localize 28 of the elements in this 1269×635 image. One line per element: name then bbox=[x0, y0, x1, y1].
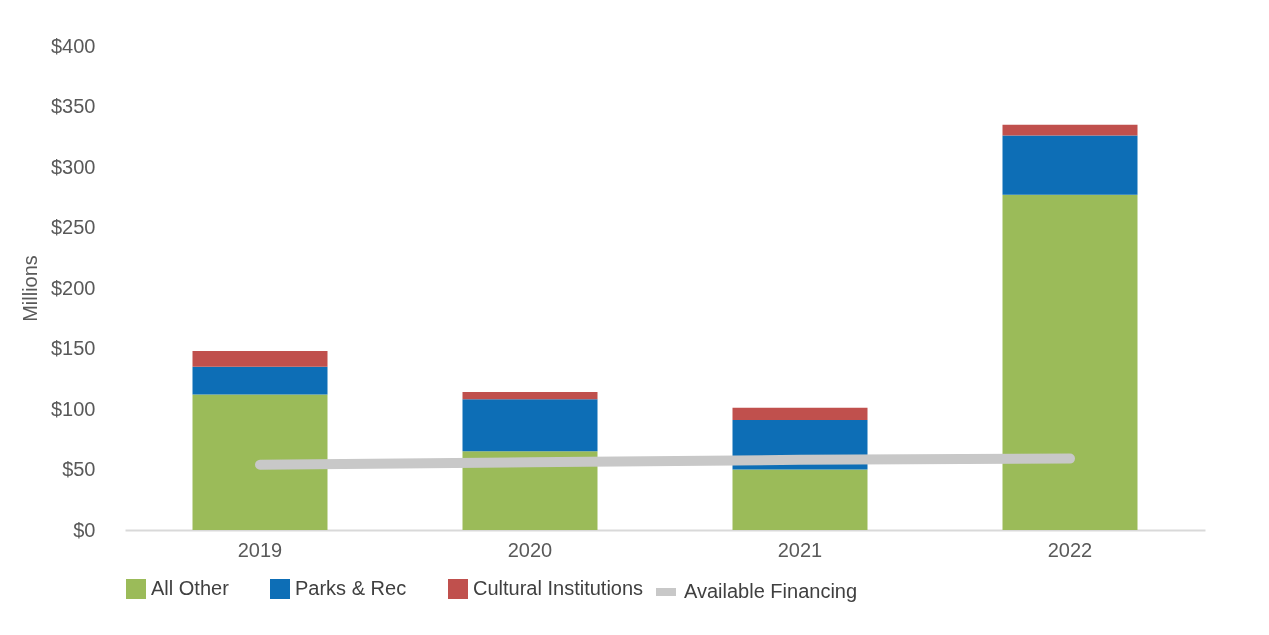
bar bbox=[192, 366, 328, 395]
bar bbox=[1002, 194, 1138, 530]
legend-label: Parks & Rec bbox=[295, 577, 407, 599]
bar bbox=[1002, 135, 1138, 195]
bar bbox=[462, 392, 598, 400]
legend-label: Cultural Institutions bbox=[473, 577, 644, 599]
legend-label: All Other bbox=[151, 577, 230, 599]
bar bbox=[192, 350, 328, 367]
x-tick-label: 2022 bbox=[1047, 538, 1093, 561]
y-tick-label: $150 bbox=[51, 337, 96, 359]
bar bbox=[192, 394, 328, 530]
x-tick-label: 2021 bbox=[777, 538, 823, 561]
y-tick-label: $200 bbox=[51, 276, 96, 299]
y-tick-label: $250 bbox=[51, 216, 96, 238]
x-tick-label: 2019 bbox=[237, 538, 283, 561]
x-tick-label: 2020 bbox=[507, 538, 553, 561]
y-tick-label: $50 bbox=[62, 458, 96, 480]
bar bbox=[462, 399, 598, 452]
y-tick-label: $100 bbox=[51, 397, 96, 420]
legend-label: Available Financing bbox=[684, 580, 858, 602]
bar bbox=[732, 407, 868, 420]
y-tick-label: $0 bbox=[73, 518, 96, 541]
y-tick-label: $350 bbox=[51, 95, 96, 117]
y-tick-label: $300 bbox=[51, 155, 96, 178]
y-axis-title: Millions bbox=[19, 255, 42, 322]
y-tick-label: $400 bbox=[51, 34, 96, 57]
bar bbox=[1002, 124, 1138, 136]
bar bbox=[732, 469, 868, 530]
